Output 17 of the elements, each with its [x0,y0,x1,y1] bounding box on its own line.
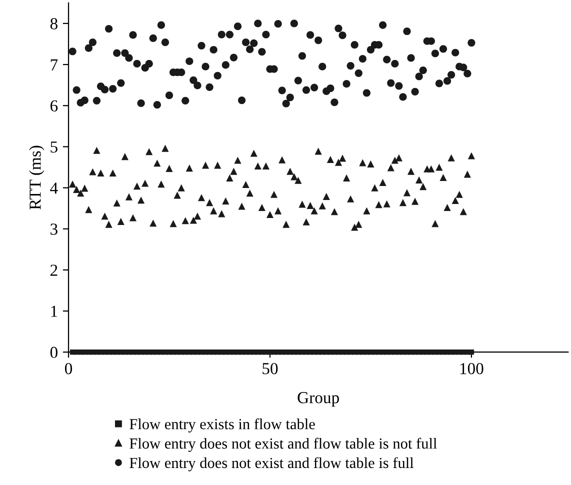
x-tick-label: 100 [460,363,484,374]
y-tick-label: 2 [50,264,58,276]
legend-label: Flow entry does not exist and flow table is full [130,457,414,472]
y-tick-label: 6 [50,100,58,112]
y-tick-label: 4 [50,182,58,194]
y-tick-label: 8 [50,18,58,30]
legend-label: Flow entry does not exist and flow table is not full [130,438,437,452]
legend-label: Flow entry exists in flow table [130,418,315,432]
x-axis-title: Group [298,392,339,407]
y-tick-label: 7 [50,59,58,70]
y-tick-label: 5 [50,142,58,153]
y-tick-label: 1 [51,306,58,317]
x-tick-label: 0 [64,363,72,374]
y-axis-title: RTT (ms) [29,146,44,210]
y-tick-label: 0 [50,346,58,358]
x-tick-label: 50 [262,363,278,374]
y-tick-label: 3 [50,224,58,235]
